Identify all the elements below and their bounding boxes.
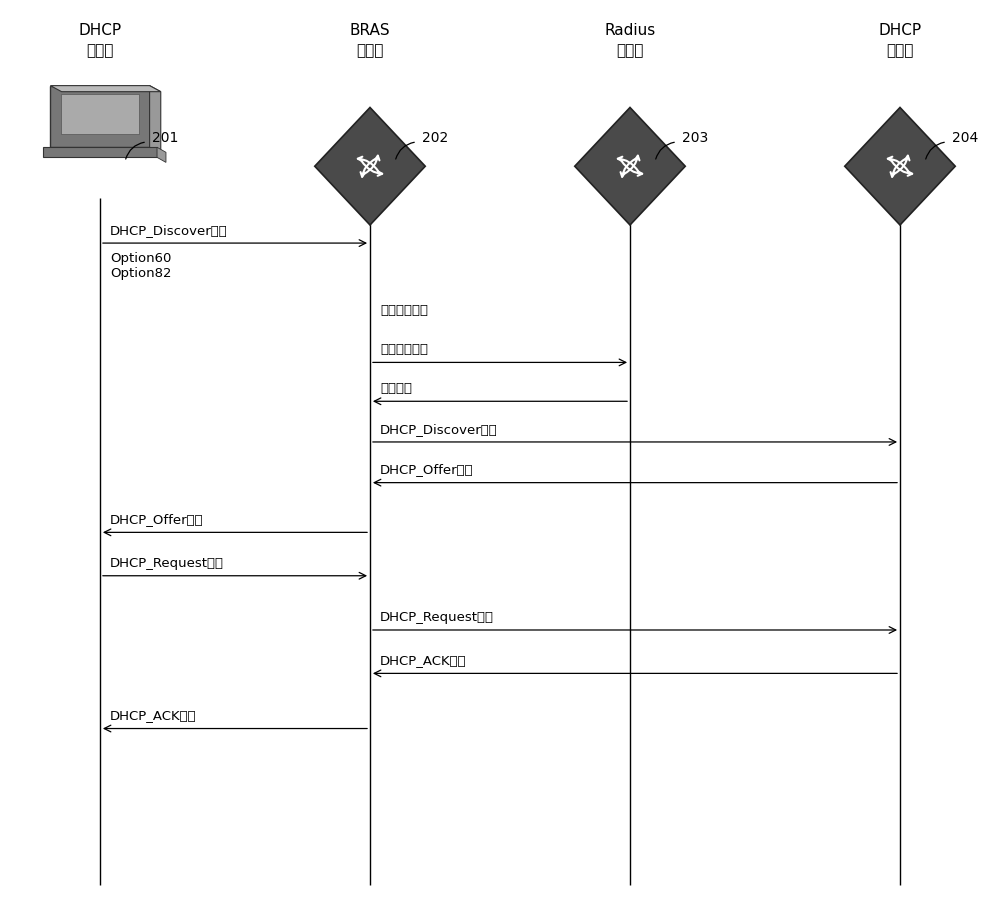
Text: 服务器: 服务器	[356, 43, 384, 59]
Text: 201: 201	[152, 131, 178, 145]
Polygon shape	[575, 108, 685, 226]
Text: 203: 203	[682, 131, 708, 145]
Text: DHCP_Discover报文: DHCP_Discover报文	[380, 423, 498, 435]
Text: 202: 202	[422, 131, 448, 145]
Text: 认证成功: 认证成功	[380, 382, 412, 395]
Text: DHCP_Request报文: DHCP_Request报文	[380, 610, 494, 623]
Text: DHCP: DHCP	[78, 23, 122, 38]
Text: DHCP_Request报文: DHCP_Request报文	[110, 556, 224, 569]
Text: 服务器: 服务器	[616, 43, 644, 59]
Text: 服务器: 服务器	[886, 43, 914, 59]
Bar	[50, 87, 150, 148]
Text: DHCP_ACK报文: DHCP_ACK报文	[380, 654, 467, 666]
Text: DHCP_Offer报文: DHCP_Offer报文	[110, 513, 204, 526]
Text: DHCP_ACK报文: DHCP_ACK报文	[110, 709, 197, 721]
Text: BRAS: BRAS	[350, 23, 390, 38]
Text: DHCP: DHCP	[878, 23, 922, 38]
Text: 发送认证请求: 发送认证请求	[380, 343, 428, 356]
Text: 204: 204	[952, 131, 978, 145]
Text: Radius: Radius	[604, 23, 656, 38]
Bar	[43, 148, 157, 158]
Text: 构建认证信息: 构建认证信息	[380, 304, 428, 317]
Text: 客户端: 客户端	[86, 43, 114, 59]
Polygon shape	[50, 87, 161, 93]
Bar	[61, 95, 139, 135]
Polygon shape	[157, 148, 166, 163]
Polygon shape	[845, 108, 955, 226]
Text: DHCP_Offer报文: DHCP_Offer报文	[380, 463, 474, 476]
Text: DHCP_Discover报文: DHCP_Discover报文	[110, 224, 228, 237]
Polygon shape	[315, 108, 425, 226]
Text: Option60
Option82: Option60 Option82	[110, 252, 172, 280]
Polygon shape	[150, 87, 161, 154]
